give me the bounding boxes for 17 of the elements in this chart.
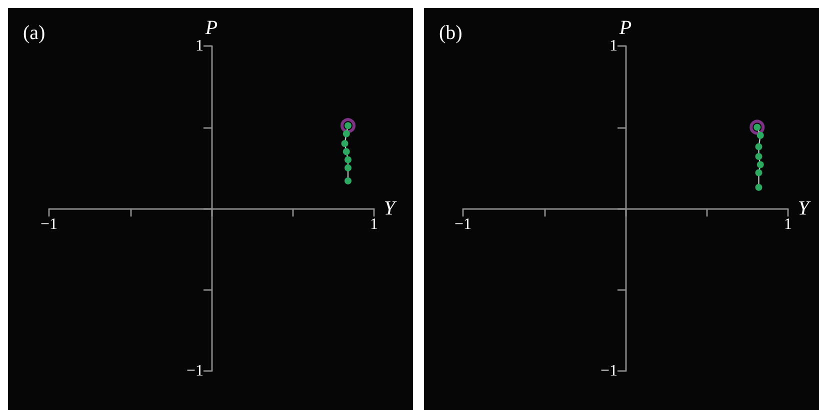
chart-title: (a) [23, 22, 46, 44]
x-tick-label: 1 [370, 216, 378, 233]
x-axis-title: Y [384, 198, 397, 220]
x-tick-label: −1 [40, 216, 58, 233]
y-axis-title: P [204, 17, 218, 40]
point [342, 130, 350, 138]
chart-title: (b) [439, 22, 462, 44]
point [342, 148, 350, 156]
point [344, 156, 352, 164]
x-tick-label: −1 [454, 216, 472, 233]
y-axis-title: P [618, 17, 632, 40]
point [340, 118, 356, 134]
point [344, 164, 352, 172]
point [344, 177, 352, 184]
x-axis-title: Y [798, 198, 811, 220]
point [341, 140, 348, 147]
x-tick-label: 1 [784, 216, 792, 233]
